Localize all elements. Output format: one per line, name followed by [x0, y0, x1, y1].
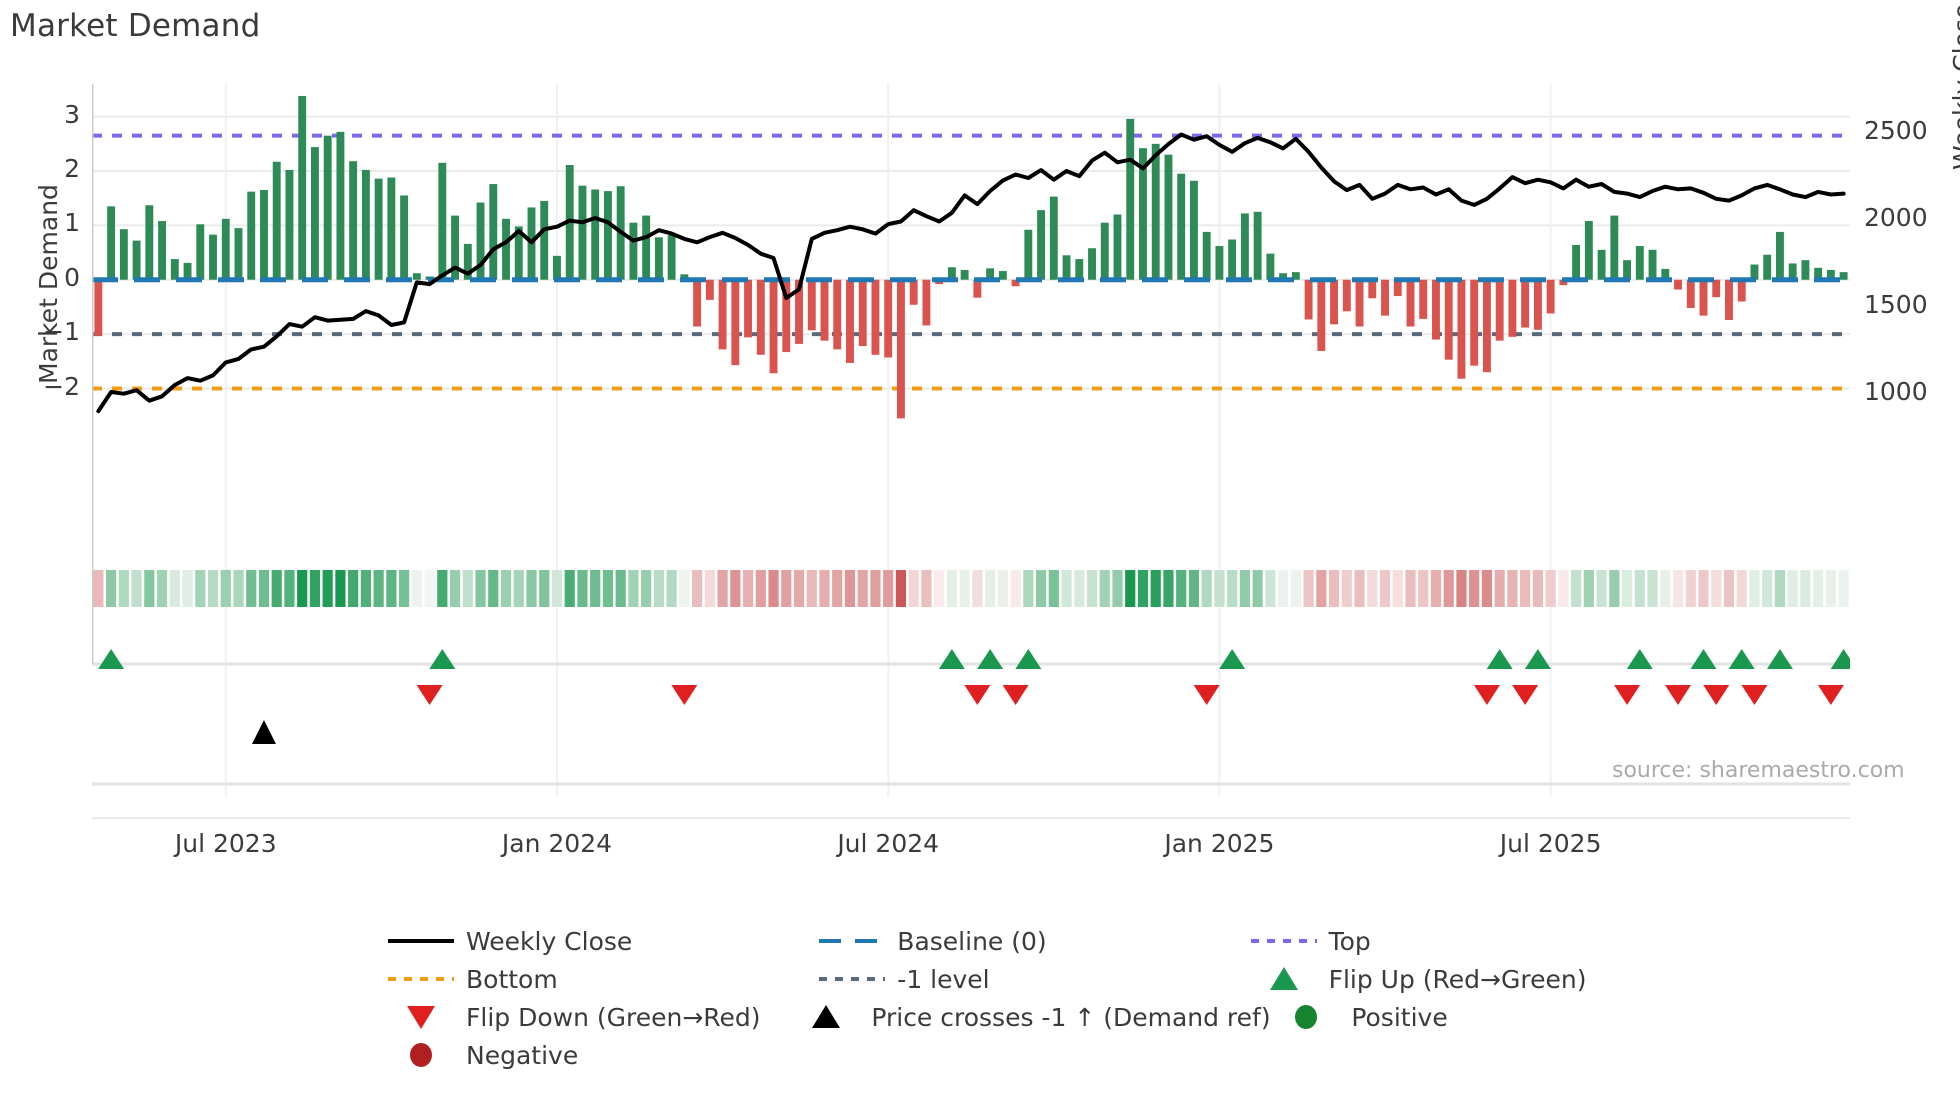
legend-item-price-cross[interactable]: Price crosses -1 ↑ (Demand ref)	[785, 998, 1271, 1036]
legend-label: -1 level	[897, 964, 990, 994]
legend-spacer	[1243, 1036, 1620, 1074]
triangle-down-icon	[380, 998, 466, 1036]
y-axis-tick: −2	[43, 371, 80, 401]
page-title: Market Demand	[10, 8, 261, 44]
legend-label: Negative	[466, 1040, 579, 1070]
y-axis-tick: 1	[64, 208, 80, 238]
x-axis-tick: Jul 2025	[1499, 829, 1602, 858]
legend-label: Baseline (0)	[897, 926, 1047, 956]
y2-axis-tick: 1000	[1864, 376, 1928, 406]
legend-spacer	[811, 1036, 1242, 1074]
legend-item-baseline[interactable]: Baseline (0)	[811, 922, 1242, 960]
circle-icon	[380, 1036, 466, 1074]
triangle-up-icon	[785, 998, 871, 1036]
x-axis-tick: Jul 2023	[174, 829, 277, 858]
legend-label: Positive	[1351, 1002, 1448, 1032]
legend-row: Flip Down (Green→Red) Price crosses -1 ↑…	[380, 998, 1620, 1036]
legend-label: Bottom	[466, 964, 558, 994]
legend-label: Weekly Close	[466, 926, 633, 956]
legend-item-positive[interactable]: Positive	[1265, 998, 1620, 1036]
legend-label: Flip Up (Red→Green)	[1328, 964, 1587, 994]
y-axis-tick: 2	[64, 154, 80, 183]
legend-item-flip-up[interactable]: Flip Up (Red→Green)	[1243, 960, 1620, 998]
y2-axis-tick: 1500	[1864, 289, 1928, 319]
legend-row: Bottom -1 level Flip Up (Red→Green)	[380, 960, 1620, 998]
legend-item-flip-down[interactable]: Flip Down (Green→Red)	[380, 998, 785, 1036]
legend-label: Flip Down (Green→Red)	[466, 1002, 761, 1032]
legend-item-negative[interactable]: Negative	[380, 1036, 811, 1074]
chart-plot-area: Market Demand	[34, 84, 1850, 819]
legend-item-bottom[interactable]: Bottom	[380, 960, 811, 998]
dotted-line-icon	[1243, 922, 1329, 960]
x-axis-tick: Jul 2024	[837, 829, 940, 858]
legend-label: Top	[1328, 926, 1371, 956]
legend-row: Negative	[380, 1036, 1620, 1074]
y2-axis-tick: 2000	[1864, 202, 1928, 232]
dotted-line-icon	[811, 960, 897, 998]
y2-axis-tick: 2500	[1864, 115, 1928, 145]
legend-item-weekly-close[interactable]: Weekly Close	[380, 922, 811, 960]
triangle-up-icon	[1243, 960, 1329, 998]
y-axis-tick: 3	[64, 99, 80, 129]
legend-row: Weekly Close Baseline (0) Top	[380, 922, 1620, 960]
chart-legend: Weekly Close Baseline (0) Top Bottom -1 …	[380, 922, 1620, 1074]
source-watermark: source: sharemaestro.com	[1612, 758, 1905, 783]
legend-item-top[interactable]: Top	[1243, 922, 1620, 960]
dotted-line-icon	[380, 960, 466, 998]
y-axis-tick: −1	[43, 317, 80, 347]
y-axis-tick: 0	[64, 262, 80, 292]
solid-line-icon	[380, 922, 466, 960]
legend-label: Price crosses -1 ↑ (Demand ref)	[871, 1002, 1271, 1032]
legend-item-minus-one-level[interactable]: -1 level	[811, 960, 1242, 998]
circle-icon	[1265, 998, 1351, 1036]
x-axis-tick: Jan 2025	[1164, 829, 1275, 858]
dashed-line-icon	[811, 922, 897, 960]
chart-svg	[92, 84, 1850, 819]
x-axis-tick: Jan 2024	[501, 829, 613, 858]
